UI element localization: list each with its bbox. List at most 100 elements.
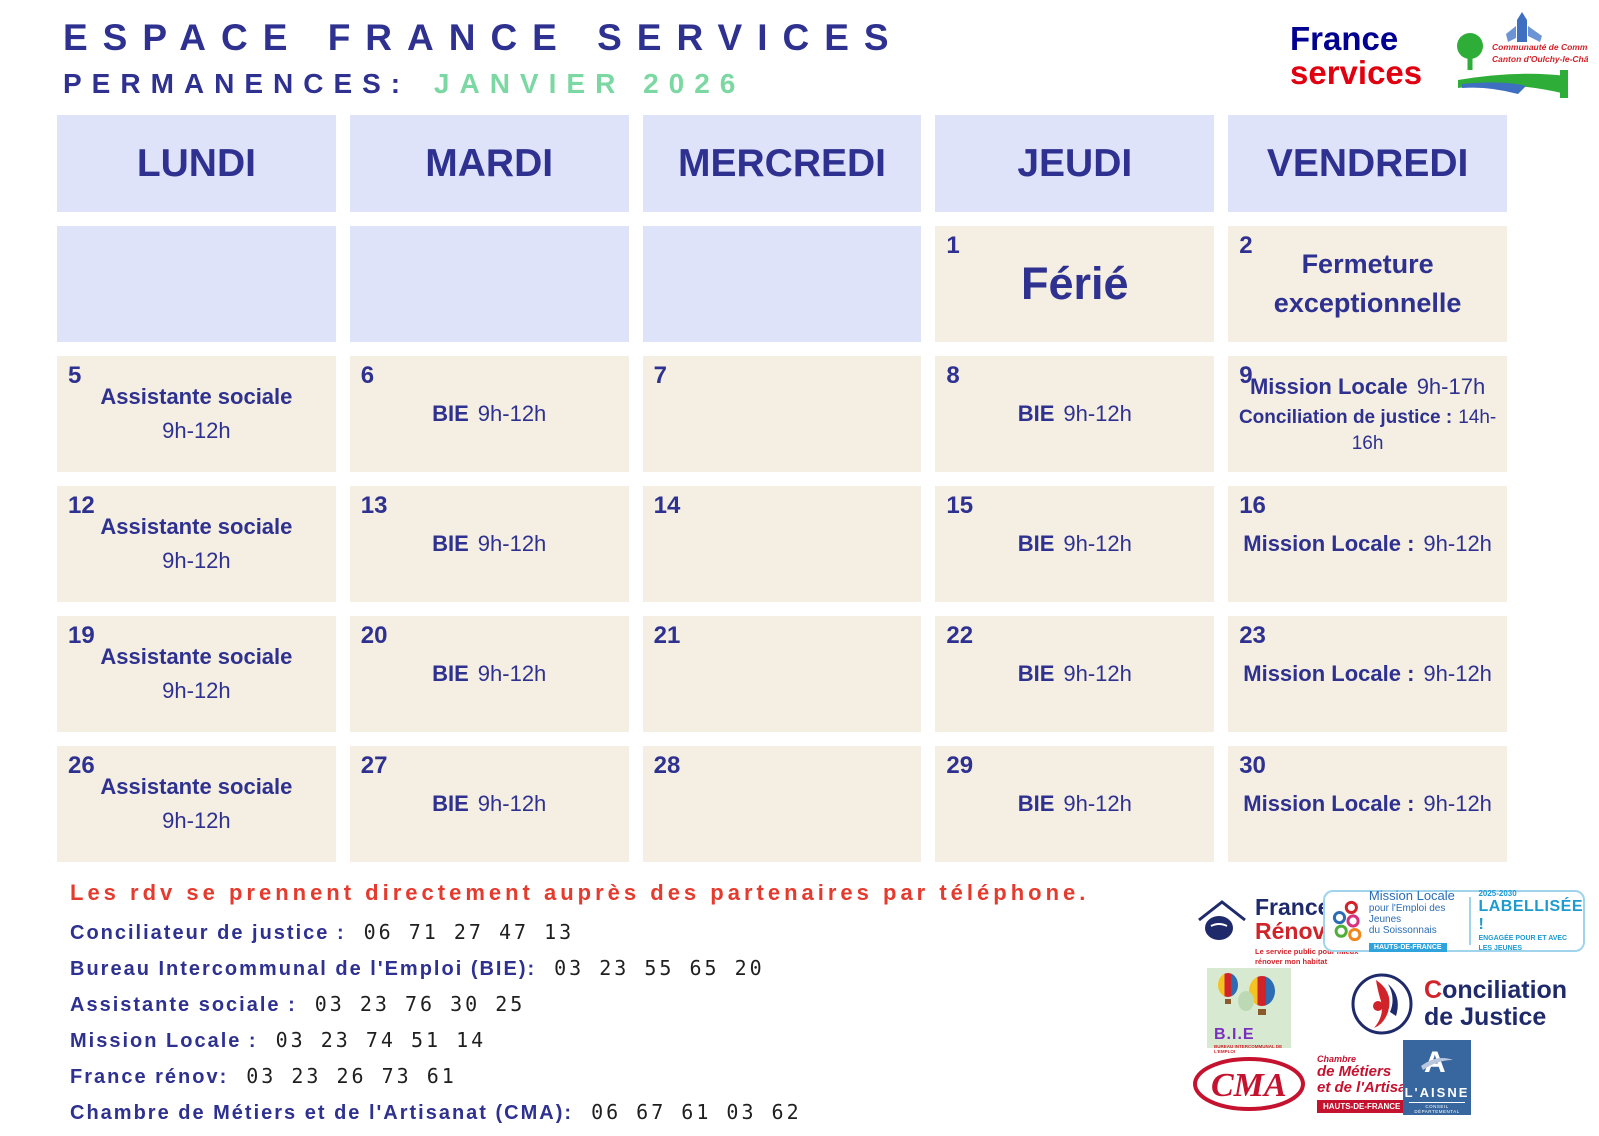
event-text: Mission Locale :9h-12h: [1243, 531, 1492, 557]
event-text: Conciliation de justice :14h-16h: [1238, 407, 1497, 454]
mission-locale-label: LABELLISÉE !: [1478, 898, 1583, 934]
calendar-cell-jan-19: 19 Assistante sociale 9h-12h: [57, 616, 336, 732]
event-text: BIE 9h-12h: [432, 661, 547, 687]
day-number: 16: [1239, 492, 1266, 519]
aisne-name: L'AISNE: [1404, 1085, 1470, 1100]
day-number: 13: [360, 492, 388, 519]
contact-phone: 06 71 27 47 13: [363, 920, 575, 944]
event-text: BIE 9h-12h: [432, 791, 547, 817]
contact-line: Bureau Intercommunal de l'Emploi (BIE): 0…: [70, 956, 1190, 981]
contact-label: France rénov:: [70, 1066, 229, 1088]
mission-locale-line1: Mission Locale: [1368, 888, 1455, 903]
conciliation-emblem-icon: [1351, 973, 1413, 1035]
calendar-cell-jan-15: 15 BIE 9h-12h: [935, 486, 1215, 602]
day-number: 29: [946, 752, 974, 779]
event-text: Assistante sociale: [100, 384, 293, 410]
calendar-cell-empty: [642, 226, 922, 342]
day-number: 21: [653, 622, 681, 649]
calendar-cell-jan-6: 6 BIE 9h-12h: [349, 356, 629, 472]
balloon-icon: [1218, 973, 1275, 1015]
event-text: BIE 9h-12h: [432, 531, 547, 557]
contact-phone: 03 23 26 73 61: [246, 1064, 457, 1088]
event-text: BIE 9h-12h: [1017, 791, 1132, 817]
event-text: BIE 9h-12h: [1017, 531, 1132, 557]
bie-logo: B.I.E BUREAU INTERCOMMUNAL DE L'EMPLOI: [1207, 968, 1291, 1054]
day-number: 22: [946, 622, 974, 649]
contact-label: Chambre de Métiers et de l'Artisanat (CM…: [70, 1102, 574, 1124]
communaute-communes-logo: Communauté de Communes Canton d'Oulchy-l…: [1448, 8, 1599, 116]
contact-label: Bureau Intercommunal de l'Emploi (BIE):: [70, 958, 537, 980]
day-number: 8: [946, 362, 960, 389]
calendar-cell-jan-26: 26 Assistante sociale 9h-12h: [57, 746, 336, 862]
calendar-cell-jan-22: 22 BIE 9h-12h: [935, 616, 1215, 732]
contact-line: Mission Locale : 03 23 74 51 14: [70, 1028, 1190, 1053]
day-number: 26: [68, 752, 95, 779]
france-renov-tagline1: Le service public pour mieux: [1255, 947, 1359, 957]
calendar-cell-empty: [349, 226, 629, 342]
footer-notice: Les rdv se prennent directement auprès d…: [70, 880, 1090, 905]
title-block: ESPACE FRANCE SERVICES PERMANENCES: JANV…: [63, 16, 904, 100]
event-text: Fermeture exceptionnelle: [1273, 248, 1462, 318]
calendar-cell-jan-14: 14: [642, 486, 922, 602]
calendar-cell-jan-21: 21: [642, 616, 922, 732]
contact-label: Assistante sociale :: [70, 994, 297, 1016]
mission-locale-line3: du Soissonnais: [1368, 925, 1437, 936]
cma-letters-icon: CMA: [1193, 1056, 1305, 1111]
day-number: 2: [1239, 232, 1253, 259]
calendar-cell-jan-8: 8 BIE 9h-12h: [935, 356, 1215, 472]
calendar-grid: LUNDI MARDI MERCREDI JEUDI VENDREDI 1 Férié 2 Fe…: [57, 115, 1507, 862]
day-number: 1: [946, 232, 960, 259]
calendar-cell-jan-16: 16 Mission Locale :9h-12h: [1228, 486, 1507, 602]
calendar-cell-jan-20: 20 BIE 9h-12h: [349, 616, 629, 732]
contact-phone: 03 23 55 65 20: [554, 956, 765, 980]
day-number: 19: [68, 622, 95, 649]
calendar-cell-jan-13: 13 BIE 9h-12h: [349, 486, 629, 602]
calendar-cell-jan-7: 7: [642, 356, 922, 472]
contact-phone: 03 23 76 30 25: [314, 992, 526, 1016]
contact-phone: 03 23 74 51 14: [275, 1028, 487, 1052]
calendar-cell-jan-1: 1 Férié: [935, 226, 1215, 342]
cma-logo: CMA Chambre de Métiers et de l'Artisanat…: [1193, 1054, 1429, 1114]
contact-line: Conciliateur de justice : 06 71 27 47 13: [70, 920, 1190, 945]
day-number: 27: [360, 752, 388, 779]
calendar-cell-jan-27: 27 BIE 9h-12h: [349, 746, 629, 862]
event-text: Férié: [1021, 257, 1129, 309]
calendar-cell-jan-29: 29 BIE 9h-12h: [935, 746, 1215, 862]
contact-line: Assistante sociale : 03 23 76 30 25: [70, 992, 1190, 1017]
day-number: 12: [68, 492, 95, 519]
footer-contacts: Conciliateur de justice : 06 71 27 47 13 B…: [70, 920, 1190, 1125]
conciliation-line2b: Justice: [1460, 1003, 1547, 1031]
day-number: 20: [360, 622, 388, 649]
day-number: 6: [360, 362, 375, 389]
page-title: ESPACE FRANCE SERVICES: [63, 17, 904, 58]
event-text: BIE 9h-12h: [432, 401, 547, 427]
subtitle-month: JANVIER 2026: [433, 68, 746, 100]
event-text: Mission Locale 9h-17h: [1249, 373, 1486, 399]
day-header-mercredi: MERCREDI: [642, 115, 922, 212]
day-number: 23: [1239, 622, 1266, 649]
communaute-communes-logo-icon: Communauté de Communes Canton d'Oulchy-l…: [1457, 12, 1599, 98]
conciliation-line2a: de: [1424, 1003, 1454, 1031]
mission-locale-years: 2025-2030: [1478, 889, 1517, 899]
france-renov-tagline2: rénover mon habitat: [1255, 956, 1328, 966]
france-renov-name2: Rénov’: [1255, 918, 1332, 944]
day-header-vendredi: VENDREDI: [1228, 115, 1507, 212]
cma-line1: Chambre: [1317, 1054, 1357, 1064]
calendar-cell-jan-2: 2 Fermeture exceptionnelle: [1228, 226, 1507, 342]
day-number: 9: [1239, 362, 1253, 389]
mission-locale-sub1: ENGAGÉE POUR ET AVEC: [1478, 935, 1568, 943]
day-number: 15: [946, 492, 974, 519]
event-text: BIE 9h-12h: [1017, 401, 1132, 427]
conciliation-line1: Conciliation: [1424, 975, 1568, 1004]
svg-text:Communauté de Communes: Communauté de Communes: [1492, 42, 1588, 52]
footer-text: Les rdv se prennent directement auprès d…: [70, 880, 1190, 1136]
bie-sub: BUREAU INTERCOMMUNAL DE L'EMPLOI: [1214, 1044, 1283, 1054]
day-header-lundi: LUNDI: [57, 115, 336, 212]
page-subtitle: PERMANENCES: JANVIER 2026: [63, 68, 904, 100]
contact-phone: 06 67 61 03 62: [591, 1100, 802, 1124]
mission-locale-rings-icon: [1332, 900, 1362, 942]
calendar-cell-jan-12: 12 Assistante sociale 9h-12h: [57, 486, 336, 602]
day-number: 7: [653, 362, 667, 389]
mission-locale-region-badge: HAUTS-DE-FRANCE: [1368, 943, 1447, 952]
day-number: 5: [68, 362, 82, 389]
